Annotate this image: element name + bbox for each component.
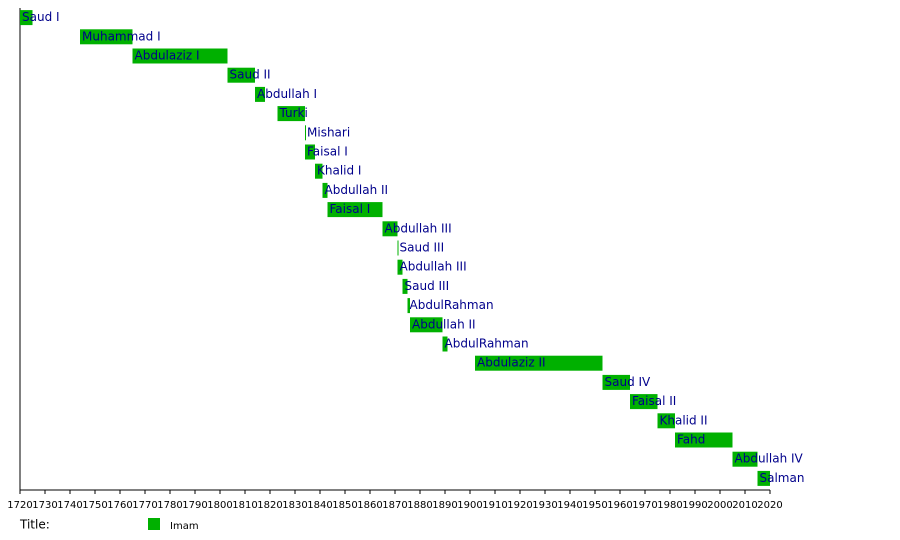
legend-swatch <box>148 518 160 530</box>
x-tick-label: 1920 <box>507 500 532 511</box>
bar <box>442 336 448 352</box>
bar <box>382 221 398 237</box>
row-label: Abdulaziz II <box>477 356 546 370</box>
bar <box>757 470 770 486</box>
row-label: AbdulRahman <box>445 337 529 351</box>
row-label: Saud III <box>400 241 445 255</box>
x-tick-label: 1740 <box>57 500 82 511</box>
x-tick-label: 1790 <box>182 500 207 511</box>
bar <box>80 29 133 45</box>
bar <box>657 413 675 429</box>
x-tick-label: 1960 <box>607 500 632 511</box>
x-tick-label: 1930 <box>532 500 557 511</box>
x-tick-label: 1860 <box>357 500 382 511</box>
x-tick-label: 1940 <box>557 500 582 511</box>
legend-title: Title: <box>19 518 50 532</box>
row-label: Faisal II <box>632 394 676 408</box>
row-label: Khalid I <box>317 164 361 178</box>
legend-label: Imam <box>170 521 199 532</box>
row-label: Faisal I <box>307 145 348 159</box>
x-tick-label: 1830 <box>282 500 307 511</box>
bar <box>305 144 315 160</box>
bar <box>255 86 265 102</box>
x-tick-label: 2010 <box>732 500 757 511</box>
x-tick-label: 1900 <box>457 500 482 511</box>
row-label: Abdullah III <box>400 260 467 274</box>
x-tick-label: 1800 <box>207 500 232 511</box>
bar <box>305 125 306 141</box>
row-label: Abdullah IV <box>735 452 804 466</box>
bar <box>397 240 399 256</box>
bar <box>327 202 383 218</box>
bar <box>315 163 323 179</box>
x-tick-label: 1870 <box>382 500 407 511</box>
x-tick-label: 1770 <box>132 500 157 511</box>
bar <box>132 48 228 64</box>
row-label: Saud II <box>230 68 271 82</box>
x-tick-label: 1850 <box>332 500 357 511</box>
x-tick-label: 1840 <box>307 500 332 511</box>
row-label: Salman <box>760 471 805 485</box>
x-tick-label: 1880 <box>407 500 432 511</box>
row-label: AbdulRahman <box>410 298 494 312</box>
row-label: Muhammad I <box>82 29 161 43</box>
x-tick-label: 2000 <box>707 500 732 511</box>
x-tick-label: 1910 <box>482 500 507 511</box>
row-label: Turki <box>279 106 308 120</box>
x-tick-label: 1810 <box>232 500 257 511</box>
bar <box>322 182 328 198</box>
row-label: Saud I <box>22 10 60 24</box>
bar <box>402 278 408 294</box>
row-label: Fahd <box>677 433 705 447</box>
bar <box>732 451 758 467</box>
bar <box>20 10 33 26</box>
row-label: Faisal I <box>330 202 371 216</box>
x-tick-label: 1730 <box>32 500 57 511</box>
row-label: Abdullah II <box>412 317 476 331</box>
x-tick-label: 1950 <box>582 500 607 511</box>
row-label: Khalid II <box>660 413 708 427</box>
bar <box>602 374 630 390</box>
row-label: Abdullah II <box>325 183 389 197</box>
bar <box>407 298 410 314</box>
x-tick-label: 1980 <box>657 500 682 511</box>
x-tick-label: 1750 <box>82 500 107 511</box>
x-tick-label: 2020 <box>757 500 782 511</box>
bar <box>675 432 733 448</box>
x-tick-label: 1890 <box>432 500 457 511</box>
bar <box>277 106 305 122</box>
row-label: Abdullah I <box>257 87 317 101</box>
bar <box>397 259 403 275</box>
x-tick-label: 1990 <box>682 500 707 511</box>
row-label: Saud III <box>405 279 450 293</box>
x-tick-label: 1780 <box>157 500 182 511</box>
x-tick-label: 1970 <box>632 500 657 511</box>
bar <box>410 317 443 333</box>
x-tick-label: 1720 <box>7 500 32 511</box>
row-label: Mishari <box>307 125 350 139</box>
row-label: Saud IV <box>605 375 652 389</box>
bar <box>630 394 658 410</box>
row-label: Abdullah III <box>385 221 452 235</box>
bar <box>227 67 255 83</box>
x-tick-label: 1820 <box>257 500 282 511</box>
bar <box>475 355 603 371</box>
row-label: Abdulaziz I <box>135 49 200 63</box>
x-tick-label: 1760 <box>107 500 132 511</box>
